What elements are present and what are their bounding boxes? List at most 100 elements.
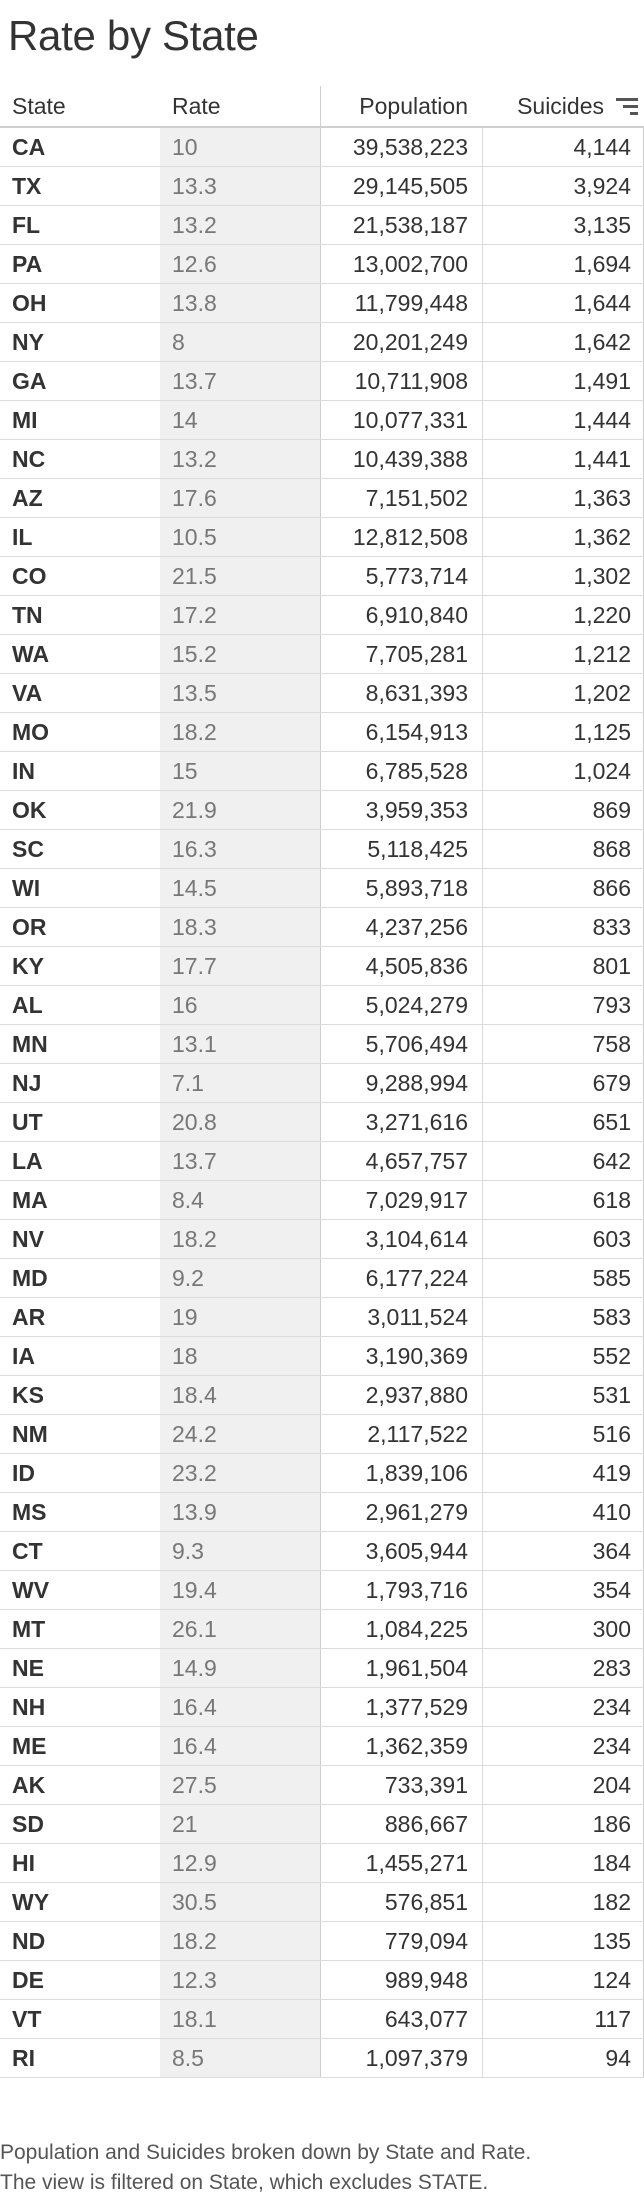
table-row[interactable]: OH 13.8 11,799,448 1,644 — [0, 284, 644, 323]
table-row[interactable]: KS 18.4 2,937,880 531 — [0, 1376, 644, 1415]
table-row[interactable]: WA 15.2 7,705,281 1,212 — [0, 635, 644, 674]
cell-rate: 21.9 — [160, 791, 320, 829]
cell-population: 2,117,522 — [320, 1415, 482, 1453]
column-header-rate[interactable]: Rate — [172, 93, 221, 119]
table-row[interactable]: IN 15 6,785,528 1,024 — [0, 752, 644, 791]
table-row[interactable]: NC 13.2 10,439,388 1,441 — [0, 440, 644, 479]
sort-descending-icon[interactable] — [616, 98, 638, 116]
cell-population: 1,793,716 — [320, 1571, 482, 1609]
table-row[interactable]: AR 19 3,011,524 583 — [0, 1298, 644, 1337]
column-header-suicides[interactable]: Suicides — [517, 93, 604, 119]
cell-rate: 13.7 — [160, 1142, 320, 1180]
table-row[interactable]: TN 17.2 6,910,840 1,220 — [0, 596, 644, 635]
cell-rate: 18.3 — [160, 908, 320, 946]
table-row[interactable]: HI 12.9 1,455,271 184 — [0, 1844, 644, 1883]
table-row[interactable]: TX 13.3 29,145,505 3,924 — [0, 167, 644, 206]
table-row[interactable]: OR 18.3 4,237,256 833 — [0, 908, 644, 947]
table-body: CA 10 39,538,223 4,144 TX 13.3 29,145,505 3,924… — [0, 128, 644, 2078]
table-row[interactable]: NV 18.2 3,104,614 603 — [0, 1220, 644, 1259]
cell-population: 2,961,279 — [320, 1493, 482, 1531]
cell-suicides: 868 — [482, 830, 644, 868]
cell-state: NV — [12, 1226, 44, 1252]
cell-state: DE — [12, 1967, 44, 1993]
table-row[interactable]: SC 16.3 5,118,425 868 — [0, 830, 644, 869]
cell-state: NC — [12, 446, 46, 472]
table-row[interactable]: ID 23.2 1,839,106 419 — [0, 1454, 644, 1493]
cell-population: 4,237,256 — [320, 908, 482, 946]
table-row[interactable]: NH 16.4 1,377,529 234 — [0, 1688, 644, 1727]
cell-population: 6,785,528 — [320, 752, 482, 790]
table-row[interactable]: DE 12.3 989,948 124 — [0, 1961, 644, 2000]
cell-rate: 13.3 — [160, 167, 320, 205]
table-row[interactable]: LA 13.7 4,657,757 642 — [0, 1142, 644, 1181]
cell-state: MN — [12, 1031, 48, 1057]
table-row[interactable]: CO 21.5 5,773,714 1,302 — [0, 557, 644, 596]
table-row[interactable]: FL 13.2 21,538,187 3,135 — [0, 206, 644, 245]
cell-rate: 8.4 — [160, 1181, 320, 1219]
cell-state: MT — [12, 1616, 46, 1642]
cell-suicides: 793 — [482, 986, 644, 1024]
table-row[interactable]: CT 9.3 3,605,944 364 — [0, 1532, 644, 1571]
cell-suicides: 135 — [482, 1922, 644, 1960]
cell-state: WY — [12, 1889, 50, 1915]
table-row[interactable]: VA 13.5 8,631,393 1,202 — [0, 674, 644, 713]
table-row[interactable]: AK 27.5 733,391 204 — [0, 1766, 644, 1805]
column-header-population[interactable]: Population — [320, 86, 482, 126]
table-row[interactable]: MN 13.1 5,706,494 758 — [0, 1025, 644, 1064]
cell-population: 7,029,917 — [320, 1181, 482, 1219]
table-row[interactable]: AZ 17.6 7,151,502 1,363 — [0, 479, 644, 518]
table-row[interactable]: UT 20.8 3,271,616 651 — [0, 1103, 644, 1142]
table-row[interactable]: MO 18.2 6,154,913 1,125 — [0, 713, 644, 752]
cell-rate: 18.2 — [160, 1922, 320, 1960]
table-row[interactable]: MI 14 10,077,331 1,444 — [0, 401, 644, 440]
table-row[interactable]: IL 10.5 12,812,508 1,362 — [0, 518, 644, 557]
table-row[interactable]: IA 18 3,190,369 552 — [0, 1337, 644, 1376]
table-row[interactable]: WV 19.4 1,793,716 354 — [0, 1571, 644, 1610]
cell-rate: 17.7 — [160, 947, 320, 985]
table-row[interactable]: ME 16.4 1,362,359 234 — [0, 1727, 644, 1766]
table-row[interactable]: CA 10 39,538,223 4,144 — [0, 128, 644, 167]
table-row[interactable]: MD 9.2 6,177,224 585 — [0, 1259, 644, 1298]
table-row[interactable]: GA 13.7 10,711,908 1,491 — [0, 362, 644, 401]
cell-state: MI — [12, 407, 38, 433]
cell-rate: 12.9 — [160, 1844, 320, 1882]
cell-rate: 16.4 — [160, 1727, 320, 1765]
table-row[interactable]: WY 30.5 576,851 182 — [0, 1883, 644, 1922]
table-row[interactable]: NM 24.2 2,117,522 516 — [0, 1415, 644, 1454]
cell-population: 5,024,279 — [320, 986, 482, 1024]
table-row[interactable]: MT 26.1 1,084,225 300 — [0, 1610, 644, 1649]
cell-suicides: 1,694 — [482, 245, 644, 283]
cell-state: NM — [12, 1421, 48, 1447]
table-row[interactable]: RI 8.5 1,097,379 94 — [0, 2039, 644, 2078]
caption: Population and Suicides broken down by S… — [0, 2138, 644, 2198]
cell-population: 39,538,223 — [320, 128, 482, 166]
table-row[interactable]: OK 21.9 3,959,353 869 — [0, 791, 644, 830]
table-row[interactable]: MA 8.4 7,029,917 618 — [0, 1181, 644, 1220]
column-header-state[interactable]: State — [12, 93, 66, 119]
cell-suicides: 410 — [482, 1493, 644, 1531]
table-row[interactable]: NJ 7.1 9,288,994 679 — [0, 1064, 644, 1103]
data-table: State Rate Population Suicides CA 10 39,53… — [0, 86, 644, 2078]
cell-state: NY — [12, 329, 44, 355]
cell-rate: 27.5 — [160, 1766, 320, 1804]
table-row[interactable]: KY 17.7 4,505,836 801 — [0, 947, 644, 986]
table-row[interactable]: AL 16 5,024,279 793 — [0, 986, 644, 1025]
cell-population: 5,893,718 — [320, 869, 482, 907]
cell-state: CA — [12, 134, 46, 160]
cell-suicides: 1,125 — [482, 713, 644, 751]
table-row[interactable]: PA 12.6 13,002,700 1,694 — [0, 245, 644, 284]
table-row[interactable]: NY 8 20,201,249 1,642 — [0, 323, 644, 362]
table-row[interactable]: MS 13.9 2,961,279 410 — [0, 1493, 644, 1532]
cell-suicides: 642 — [482, 1142, 644, 1180]
cell-population: 576,851 — [320, 1883, 482, 1921]
cell-rate: 16 — [160, 986, 320, 1024]
table-row[interactable]: ND 18.2 779,094 135 — [0, 1922, 644, 1961]
cell-population: 3,190,369 — [320, 1337, 482, 1375]
cell-rate: 9.3 — [160, 1532, 320, 1570]
table-row[interactable]: WI 14.5 5,893,718 866 — [0, 869, 644, 908]
cell-rate: 13.1 — [160, 1025, 320, 1063]
table-row[interactable]: SD 21 886,667 186 — [0, 1805, 644, 1844]
table-row[interactable]: NE 14.9 1,961,504 283 — [0, 1649, 644, 1688]
table-row[interactable]: VT 18.1 643,077 117 — [0, 2000, 644, 2039]
cell-state: MD — [12, 1265, 48, 1291]
